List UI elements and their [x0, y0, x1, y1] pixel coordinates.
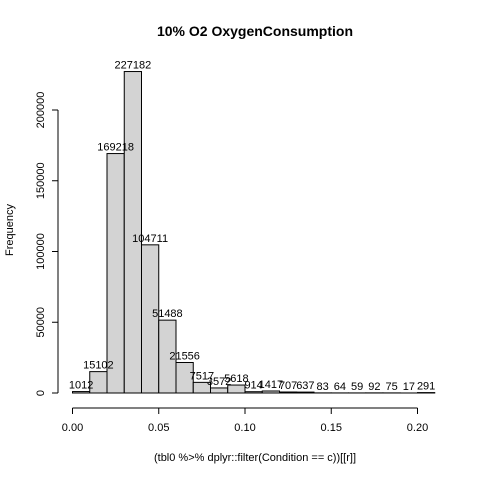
- bar-count-label: 17: [403, 381, 415, 393]
- bar-count-label: 75: [386, 381, 398, 393]
- bar-count-label: 169218: [97, 142, 134, 154]
- x-tick-label: 0.00: [62, 422, 83, 434]
- histogram-bar: [210, 387, 229, 394]
- histogram-bar: [141, 244, 160, 394]
- bar-count-label: 92: [368, 381, 380, 393]
- bar-count-label: 1417: [259, 379, 283, 391]
- x-tick-label: 0.10: [234, 422, 255, 434]
- bar-count-label: 291: [417, 381, 435, 393]
- histogram-bar: [296, 391, 315, 394]
- bar-count-label: 104711: [132, 233, 168, 245]
- bar-count-label: 914: [244, 380, 262, 392]
- y-tick-label: 0: [35, 390, 47, 396]
- histogram-bar: [261, 390, 280, 394]
- bar-count-label: 51488: [152, 308, 183, 320]
- y-tick-label: 200000: [35, 92, 47, 129]
- bar-count-label: 227182: [115, 60, 152, 72]
- histogram-bar: [279, 391, 298, 394]
- bar-count-label: 5618: [224, 373, 248, 385]
- histogram-bar: [72, 391, 91, 394]
- bar-count-label: 7517: [190, 370, 214, 382]
- x-tick-label: 0.05: [148, 422, 169, 434]
- x-axis: 0.00 0.05 0.10 0.15 0.20: [62, 407, 428, 434]
- histogram-bar: [227, 384, 246, 394]
- bar-count-label: 637: [296, 380, 314, 392]
- bar-count-label: 3572: [207, 376, 231, 388]
- chart-title: 10% O2 OxygenConsumption: [157, 23, 353, 39]
- bar-count-label: 59: [351, 381, 363, 393]
- bar-count-label: 21556: [169, 350, 200, 362]
- y-tick-label: 150000: [35, 162, 47, 199]
- x-tick-label: 0.15: [321, 422, 342, 434]
- bar-count-label: 15102: [83, 360, 114, 372]
- bars-group: [72, 71, 436, 394]
- x-axis-label: (tbl0 %>% dplyr::filter(Condition == c))…: [154, 452, 356, 464]
- histogram-bar: [244, 391, 263, 394]
- bar-count-label: 83: [317, 381, 329, 393]
- y-tick-label: 50000: [35, 307, 47, 338]
- histogram-bar: [175, 361, 194, 394]
- bar-count-label: 1012: [69, 380, 93, 392]
- histogram-bar: [158, 319, 177, 394]
- bar-count-label: 64: [334, 381, 346, 393]
- y-axis-label: Frequency: [4, 204, 16, 256]
- y-tick-label: 100000: [35, 233, 47, 270]
- bar-count-label: 707: [279, 380, 297, 392]
- histogram-bar: [106, 153, 125, 394]
- x-tick-label: 0.20: [407, 422, 428, 434]
- histogram-bar: [123, 71, 142, 394]
- y-axis: 0 50000 100000 150000 200000: [35, 92, 59, 396]
- bar-labels-group: 1012151021692182271821047115148821556751…: [69, 60, 435, 393]
